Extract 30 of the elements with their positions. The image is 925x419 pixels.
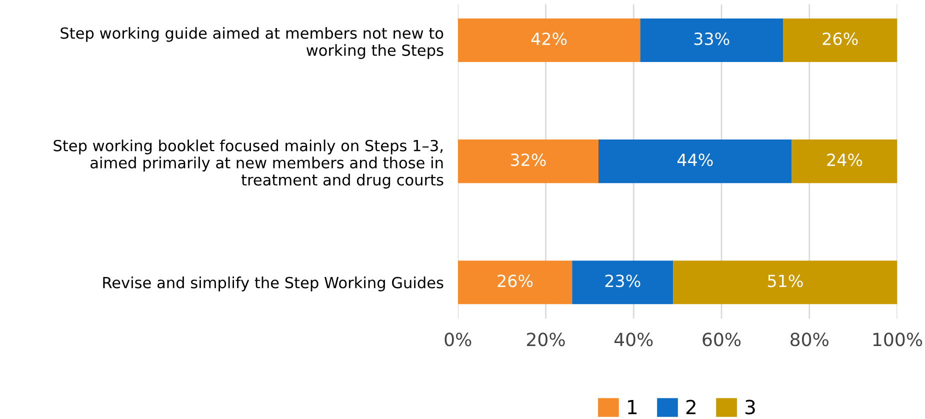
- bar: [458, 140, 598, 184]
- x-tick-label: 40%: [614, 332, 653, 346]
- data-label: 24%: [827, 154, 862, 166]
- x-tick-label: 100%: [873, 332, 922, 346]
- y-tick-label: Step working booklet focused mainly on Steps 1–3, aimed primarily at new members and those in treatment and drug courts: [54, 140, 444, 189]
- x-tick-label: 60%: [702, 332, 741, 346]
- bar: [598, 140, 792, 184]
- data-label: 26%: [498, 274, 533, 288]
- legend-label: 3: [746, 400, 755, 414]
- data-label: 51%: [768, 274, 803, 288]
- legend-label: 2: [686, 400, 696, 414]
- bar: [792, 140, 898, 184]
- bar: [673, 260, 898, 304]
- data-label: 44%: [677, 154, 713, 166]
- x-tick-label: 80%: [790, 332, 828, 346]
- legend-label: 1: [628, 400, 637, 414]
- bar: [783, 18, 898, 62]
- bar: [640, 18, 784, 62]
- bar: [458, 18, 640, 62]
- y-tick-label: Revise and simplify the Step Working Guides: [103, 276, 444, 292]
- bar: [458, 260, 572, 304]
- y-tick-label: Step working guide aimed at members not new to working the Steps: [60, 27, 444, 59]
- data-label: 33%: [694, 32, 730, 46]
- data-label: 26%: [822, 32, 858, 46]
- bar: [572, 260, 674, 304]
- data-label: 42%: [531, 32, 567, 46]
- x-tick-label: 0%: [444, 332, 472, 346]
- x-tick-label: 20%: [527, 332, 565, 346]
- data-label: 32%: [510, 154, 546, 166]
- data-label: 23%: [605, 274, 640, 288]
